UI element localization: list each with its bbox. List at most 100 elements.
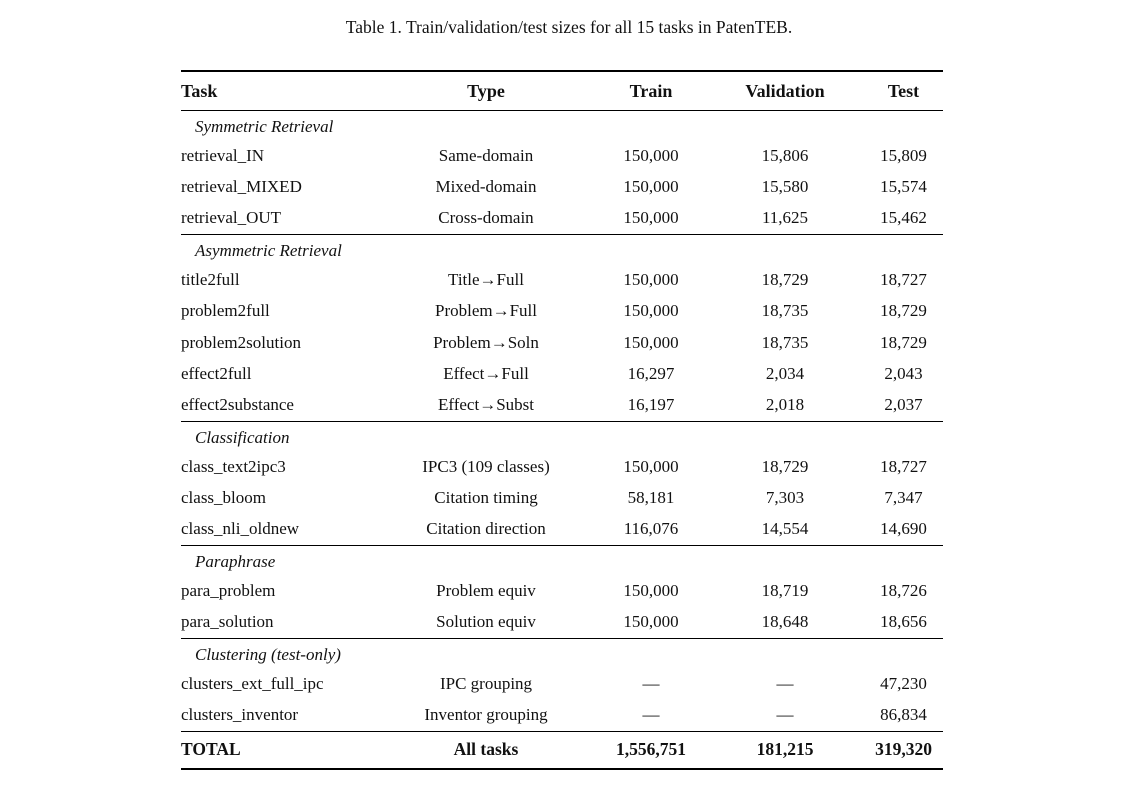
train-cell: 150,000: [623, 177, 679, 197]
task-cell: class_bloom: [181, 488, 266, 508]
type-cell: Effect→Full: [443, 363, 529, 383]
task-cell: title2full: [181, 269, 240, 289]
test-cell: 14,690: [880, 519, 927, 539]
validation-cell: —: [776, 704, 794, 724]
total-train-cell: 1,556,751: [616, 738, 686, 759]
validation-cell: 2,018: [765, 395, 805, 415]
table-caption: Table 1. Train/validation/test sizes for…: [345, 17, 793, 37]
train-cell: 150,000: [623, 580, 679, 600]
train-cell: 16,297: [627, 363, 675, 383]
type-cell: Title→Full: [448, 269, 524, 289]
validation-cell: 2,034: [765, 363, 805, 383]
table-row: clusters_ext_full_ipc IPC grouping — — 4…: [181, 668, 943, 699]
table-row: class_bloom Citation timing 58,181 7,303…: [181, 482, 943, 513]
test-cell: 18,727: [880, 269, 927, 289]
validation-cell: 15,580: [761, 177, 809, 197]
task-cell: para_problem: [181, 580, 276, 600]
col-header-train: Train: [629, 81, 673, 101]
col-header-validation: Validation: [745, 81, 825, 101]
total-label: TOTAL: [181, 738, 241, 759]
task-cell: retrieval_IN: [181, 145, 265, 165]
table-row: class_nli_oldnew Citation direction 116,…: [181, 514, 943, 546]
section-row-clustering: Clustering (test-only): [181, 638, 943, 668]
validation-cell: 18,729: [761, 269, 809, 289]
section-row-asymmetric-retrieval: Asymmetric Retrieval: [181, 234, 943, 265]
test-cell: 18,656: [880, 612, 927, 632]
type-cell: Problem→Full: [434, 301, 537, 321]
col-header-test: Test: [887, 81, 920, 101]
test-cell: 15,809: [880, 145, 927, 165]
task-cell: para_solution: [181, 612, 274, 632]
section-label: Symmetric Retrieval: [195, 117, 334, 136]
type-cell: Effect→Subst: [437, 395, 534, 415]
table-row: para_problem Problem equiv 150,000 18,71…: [181, 575, 943, 606]
validation-cell: 11,625: [761, 208, 809, 228]
test-cell: 18,729: [880, 332, 927, 352]
train-cell: —: [642, 704, 660, 724]
table-row: retrieval_MIXED Mixed-domain 150,000 15,…: [181, 171, 943, 202]
test-cell: 2,043: [884, 363, 923, 383]
col-header-type: Type: [467, 81, 505, 101]
section-label: Paraphrase: [195, 552, 276, 572]
col-header-task: Task: [181, 81, 218, 101]
test-cell: 15,462: [880, 208, 927, 228]
task-cell: retrieval_MIXED: [181, 177, 302, 197]
total-row: TOTAL All tasks 1,556,751 181,215 319,32…: [181, 731, 943, 769]
section-label: Clustering (test-only): [195, 644, 341, 664]
header-row: Task Type Train Validation Test: [181, 71, 943, 111]
test-cell: 15,574: [880, 177, 927, 197]
table-row: problem2full Problem→Full 150,000 18,735…: [181, 296, 943, 327]
validation-cell: 15,806: [761, 145, 809, 165]
table-row: effect2full Effect→Full 16,297 2,034 2,0…: [181, 358, 943, 389]
section-row-paraphrase: Paraphrase: [181, 545, 943, 576]
type-cell: Citation timing: [434, 488, 538, 508]
validation-cell: —: [776, 673, 794, 693]
validation-cell: 7,303: [765, 488, 805, 508]
table-row: problem2solution Problem→Soln 150,000 18…: [181, 327, 943, 358]
validation-cell: 18,729: [761, 456, 809, 476]
validation-cell: 18,735: [761, 332, 809, 352]
task-cell: problem2solution: [181, 332, 301, 352]
test-cell: 18,729: [880, 301, 927, 321]
total-test-cell: 319,320: [875, 738, 932, 759]
patenteb-sizes-table: Task Type Train Validation Test Symmetri…: [181, 70, 943, 770]
type-cell: IPC3 (109 classes): [422, 456, 550, 476]
table-row: class_text2ipc3 IPC3 (109 classes) 150,0…: [181, 451, 943, 482]
train-cell: 150,000: [623, 208, 679, 228]
task-cell: problem2full: [181, 301, 270, 321]
task-cell: class_nli_oldnew: [181, 519, 300, 539]
train-cell: —: [642, 673, 660, 693]
test-cell: 18,727: [880, 456, 927, 476]
train-cell: 150,000: [623, 269, 679, 289]
type-cell: Solution equiv: [436, 612, 536, 632]
test-cell: 2,037: [884, 395, 923, 415]
total-type-cell: All tasks: [453, 738, 519, 759]
validation-cell: 18,648: [761, 612, 809, 632]
total-validation-cell: 181,215: [756, 738, 814, 759]
test-cell: 86,834: [880, 704, 927, 724]
type-cell: Mixed-domain: [435, 177, 537, 197]
type-cell: IPC grouping: [439, 673, 533, 693]
train-cell: 150,000: [623, 145, 679, 165]
table-row: effect2substance Effect→Subst 16,197 2,0…: [181, 390, 943, 422]
train-cell: 150,000: [623, 456, 679, 476]
task-cell: effect2full: [181, 363, 252, 383]
test-cell: 47,230: [880, 673, 927, 693]
section-row-symmetric-retrieval: Symmetric Retrieval: [181, 111, 943, 141]
train-cell: 58,181: [627, 488, 675, 508]
validation-cell: 18,735: [761, 301, 809, 321]
validation-cell: 14,554: [761, 519, 809, 539]
task-cell: effect2substance: [181, 395, 294, 415]
table-row: retrieval_OUT Cross-domain 150,000 11,62…: [181, 203, 943, 235]
table-row: retrieval_IN Same-domain 150,000 15,806 …: [181, 140, 943, 171]
type-cell: Inventor grouping: [424, 704, 548, 724]
table-row: title2full Title→Full 150,000 18,729 18,…: [181, 264, 943, 295]
train-cell: 150,000: [623, 301, 679, 321]
train-cell: 16,197: [627, 395, 675, 415]
table-row: clusters_inventor Inventor grouping — — …: [181, 699, 943, 731]
test-cell: 18,726: [880, 580, 927, 600]
test-cell: 7,347: [884, 488, 923, 508]
task-cell: clusters_ext_full_ipc: [181, 673, 324, 693]
type-cell: Same-domain: [438, 145, 534, 165]
train-cell: 150,000: [623, 332, 679, 352]
